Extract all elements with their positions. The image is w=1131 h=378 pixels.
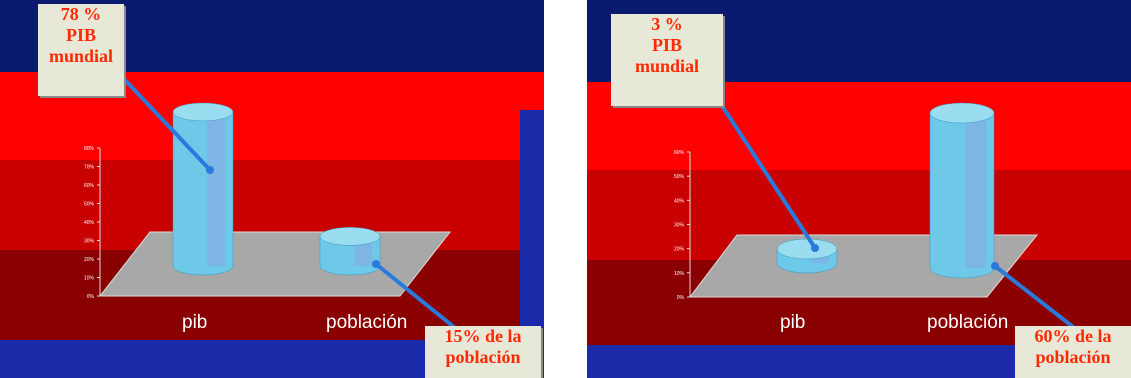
left-pib-callout-line1: 78 % — [60, 4, 102, 24]
right-poblacion-callout: 60% de la población — [1015, 326, 1131, 378]
right-pib-callout-line3: mundial — [634, 56, 700, 76]
y-tick-label: 50% — [674, 174, 685, 180]
x-category-label: pib — [780, 312, 805, 333]
y-tick-label: 30% — [674, 223, 685, 229]
left-pib-callout-line2: PIB — [65, 25, 96, 45]
left-pib-callout: 78 % PIB mundial — [38, 4, 124, 96]
annotation-arrowhead-0 — [206, 166, 214, 174]
annotation-arrowhead-1 — [991, 262, 999, 270]
y-tick-label: 0% — [677, 295, 685, 301]
annotation-arrow-1 — [993, 264, 1079, 332]
y-tick-label: 0% — [87, 294, 95, 300]
right-poblacion-callout-line1: 60% de la — [1034, 326, 1112, 346]
annotation-arrowhead-1 — [372, 260, 380, 268]
y-tick-label: 10% — [84, 276, 95, 282]
bar-shade-pib — [207, 111, 225, 266]
y-tick-label: 20% — [84, 257, 95, 263]
x-category-label: población — [927, 312, 1008, 333]
y-tick-label: 40% — [84, 220, 95, 226]
left-poblacion-callout: 15% de la población — [425, 326, 541, 378]
right-pib-callout: 3 % PIB mundial — [611, 14, 723, 106]
right-poblacion-callout-line2: población — [1035, 347, 1111, 367]
bar-shade-población — [966, 113, 986, 268]
annotation-arrowhead-0 — [811, 244, 819, 252]
left-poblacion-callout-line1: 15% de la — [444, 326, 522, 346]
bar-top-población — [319, 227, 381, 246]
y-tick-label: 50% — [84, 202, 95, 208]
slide-right-chart: 0% 10% 20% 30% 40% 50% 60% pib población 3 % PIB… — [587, 0, 1131, 378]
y-tick-label: 40% — [674, 198, 685, 204]
y-tick-label: 70% — [84, 165, 95, 171]
y-tick-label: 60% — [84, 183, 95, 189]
annotation-arrow-0 — [123, 78, 212, 172]
blue-strip-1 — [520, 110, 544, 340]
x-category-label: población — [326, 312, 407, 333]
y-tick-label: 30% — [84, 239, 95, 245]
y-tick-label: 10% — [674, 271, 685, 277]
left-poblacion-callout-line2: población — [445, 347, 521, 367]
bar-top-población — [929, 102, 995, 124]
y-tick-label: 20% — [674, 247, 685, 253]
bar-top-pib — [776, 238, 838, 260]
y-tick-label: 60% — [674, 150, 685, 156]
annotation-arrow-0 — [713, 93, 817, 250]
y-tick-label: 80% — [84, 146, 95, 152]
x-category-label: pib — [182, 312, 207, 333]
left-pib-callout-line3: mundial — [48, 46, 114, 66]
chart-floor — [98, 231, 452, 297]
right-pib-callout-line2: PIB — [651, 35, 682, 55]
right-pib-callout-line1: 3 % — [651, 14, 683, 34]
bar-top-pib — [172, 102, 234, 122]
slide-left-chart: 0% 10% 20% 30% 40% 50% 60% 70% 80% pib población 7… — [0, 0, 544, 378]
left-chart-canvas: 0% 10% 20% 30% 40% 50% 60% 70% 80% pib población — [0, 0, 544, 378]
